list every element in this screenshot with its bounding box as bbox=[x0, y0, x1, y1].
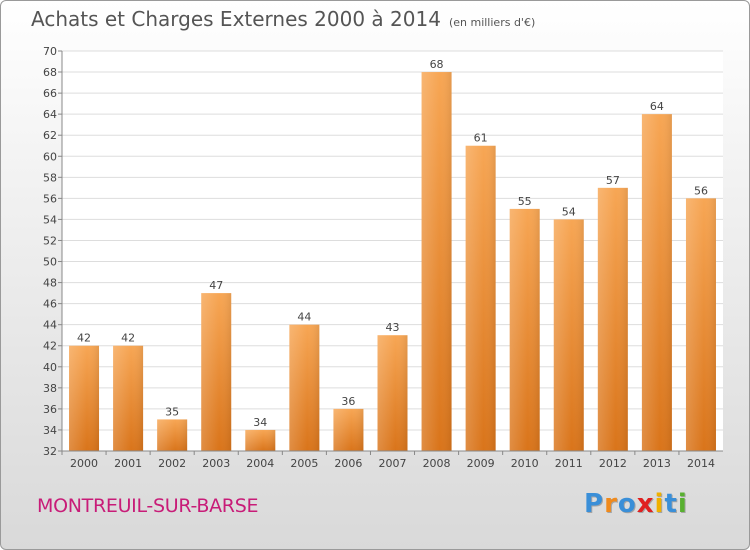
x-tick-label: 2003 bbox=[202, 457, 230, 470]
y-tick-label: 60 bbox=[43, 150, 57, 163]
proxiti-logo: Proxiti bbox=[584, 489, 688, 519]
y-tick-label: 34 bbox=[43, 424, 57, 437]
data-label: 56 bbox=[694, 184, 708, 197]
x-tick-label: 2001 bbox=[114, 457, 142, 470]
logo-letter: r bbox=[604, 489, 618, 519]
x-tick-label: 2010 bbox=[511, 457, 539, 470]
data-label: 36 bbox=[341, 395, 355, 408]
y-tick-label: 56 bbox=[43, 192, 57, 205]
bar-shade bbox=[597, 187, 628, 451]
y-tick-label: 58 bbox=[43, 171, 57, 184]
data-label: 34 bbox=[253, 416, 267, 429]
y-tick-label: 48 bbox=[43, 277, 57, 290]
y-tick-label: 68 bbox=[43, 66, 57, 79]
y-tick-label: 32 bbox=[43, 445, 57, 458]
x-tick-label: 2007 bbox=[379, 457, 407, 470]
logo-letter: x bbox=[636, 489, 655, 519]
logo-letter: i bbox=[677, 489, 688, 519]
y-tick-label: 42 bbox=[43, 340, 57, 353]
x-tick-label: 2012 bbox=[599, 457, 627, 470]
bar-shade bbox=[509, 208, 540, 451]
city-name: MONTREUIL-SUR-BARSE bbox=[37, 495, 259, 517]
bar-shade bbox=[201, 293, 232, 451]
bar-shade bbox=[421, 72, 452, 451]
x-tick-labels: 2000 2001 2002 2003 2004 2005 2006 2007 2008 2009… bbox=[61, 451, 715, 470]
bar-shade bbox=[157, 419, 188, 451]
bar-shade bbox=[245, 429, 276, 451]
x-tick-label: 2011 bbox=[555, 457, 583, 470]
data-label: 54 bbox=[562, 205, 576, 218]
x-tick-label: 2006 bbox=[334, 457, 362, 470]
data-labels: 42 42 35 47 34 44 36 43 68 61 55 54 57 64 56 bbox=[77, 58, 708, 429]
y-tick-label: 54 bbox=[43, 213, 57, 226]
logo-letter: P bbox=[584, 489, 605, 519]
y-tick-label: 52 bbox=[43, 234, 57, 247]
bar-shade bbox=[685, 198, 716, 451]
data-label: 64 bbox=[650, 100, 664, 113]
y-tick-label: 64 bbox=[43, 108, 57, 121]
bars bbox=[69, 72, 716, 451]
x-tick-label: 2013 bbox=[643, 457, 671, 470]
y-tick-label: 36 bbox=[43, 403, 57, 416]
data-label: 61 bbox=[474, 132, 488, 145]
y-tick-label: 62 bbox=[43, 129, 57, 142]
x-tick-label: 2009 bbox=[467, 457, 495, 470]
y-tick-label: 38 bbox=[43, 382, 57, 395]
y-tick-label: 44 bbox=[43, 319, 57, 332]
data-label: 47 bbox=[209, 279, 223, 292]
y-tick-label: 46 bbox=[43, 298, 57, 311]
chart-subtitle: (en milliers d'€) bbox=[448, 16, 536, 29]
x-tick-label: 2008 bbox=[423, 457, 451, 470]
bar-shade bbox=[377, 335, 408, 451]
bar-shade bbox=[69, 345, 100, 451]
data-label: 43 bbox=[386, 321, 400, 334]
data-label: 44 bbox=[297, 311, 311, 324]
y-tick-label: 40 bbox=[43, 361, 57, 374]
logo-letter: t bbox=[664, 489, 678, 519]
x-tick-label: 2000 bbox=[70, 457, 98, 470]
x-tick-label: 2014 bbox=[687, 457, 715, 470]
chart-title-text: Achats et Charges Externes 2000 à 2014 bbox=[31, 7, 441, 31]
bar-shade bbox=[553, 219, 584, 451]
data-label: 42 bbox=[121, 332, 135, 345]
data-label: 57 bbox=[606, 174, 620, 187]
bar-shade bbox=[465, 145, 496, 451]
bar-shade bbox=[289, 324, 320, 451]
y-tick-label: 70 bbox=[43, 45, 57, 58]
logo-letter: o bbox=[617, 489, 637, 519]
data-label: 42 bbox=[77, 332, 91, 345]
chart-title: Achats et Charges Externes 2000 à 2014 (e… bbox=[31, 7, 535, 31]
x-tick-label: 2005 bbox=[290, 457, 318, 470]
logo-letter: i bbox=[654, 489, 665, 519]
data-label: 55 bbox=[518, 195, 532, 208]
data-label: 68 bbox=[430, 58, 444, 71]
data-label: 35 bbox=[165, 405, 179, 418]
bar-shade bbox=[641, 114, 672, 451]
x-tick-label: 2004 bbox=[246, 457, 274, 470]
axes bbox=[61, 51, 723, 452]
y-tick-labels: 32 34 36 38 40 42 44 46 48 50 52 54 56 58 60 62 64 66 68 70 bbox=[43, 45, 62, 458]
bar-shade bbox=[333, 408, 364, 451]
y-tick-label: 66 bbox=[43, 87, 57, 100]
y-tick-label: 50 bbox=[43, 256, 57, 269]
bar-shade bbox=[113, 345, 144, 451]
x-tick-label: 2002 bbox=[158, 457, 186, 470]
